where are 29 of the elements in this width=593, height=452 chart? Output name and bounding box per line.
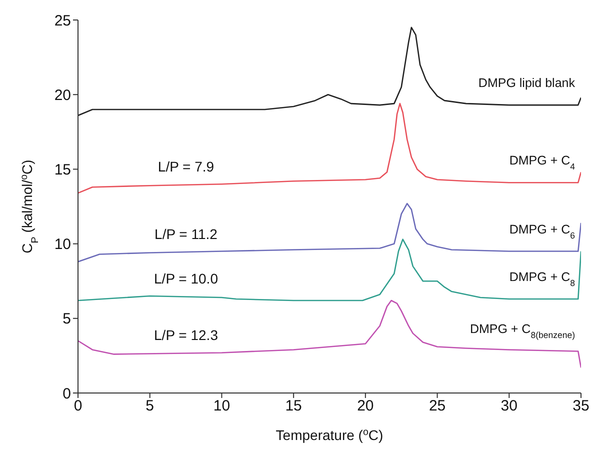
y-tick-label: 0 — [62, 385, 71, 402]
series-label: DMPG + C$_{8(benzene)}$ — [470, 322, 576, 340]
line-series — [78, 202, 581, 262]
x-tick-label: 10 — [213, 398, 230, 415]
annotation: L/P = 12.3 — [154, 327, 218, 344]
series-label: DMPG + C$_{6}$ — [509, 222, 576, 240]
series-label: DMPG lipid blank — [478, 76, 576, 90]
line-series — [78, 300, 581, 368]
x-tick-label: 30 — [500, 398, 518, 415]
y-tick-label: 10 — [54, 236, 71, 254]
y-tick-label: 20 — [54, 86, 71, 104]
annotation: L/P = 11.2 — [154, 226, 218, 242]
y-tick-label: 15 — [54, 162, 71, 179]
annotation: L/P = 10.0 — [154, 270, 218, 287]
annotation: L/P = 7.9 — [158, 158, 214, 175]
line-series — [78, 238, 581, 302]
x-tick-label: 35 — [572, 398, 590, 415]
line-series — [78, 26, 581, 116]
x-tick-label: 0 — [74, 398, 82, 415]
x-tick-label: 20 — [357, 398, 374, 415]
y-tick-label: 5 — [62, 310, 71, 328]
y-tick-label: 25 — [54, 12, 71, 30]
x-tick-label: 5 — [146, 398, 154, 415]
line-series — [78, 102, 581, 194]
x-tick-label: 25 — [428, 398, 446, 415]
x-axis-title: Temperature ($^{o}$C) — [276, 426, 384, 443]
series-label: DMPG + C$_{8}$ — [509, 270, 576, 288]
x-tick-label: 15 — [285, 398, 302, 415]
series-label: DMPG + C$_{4}$ — [509, 154, 576, 172]
